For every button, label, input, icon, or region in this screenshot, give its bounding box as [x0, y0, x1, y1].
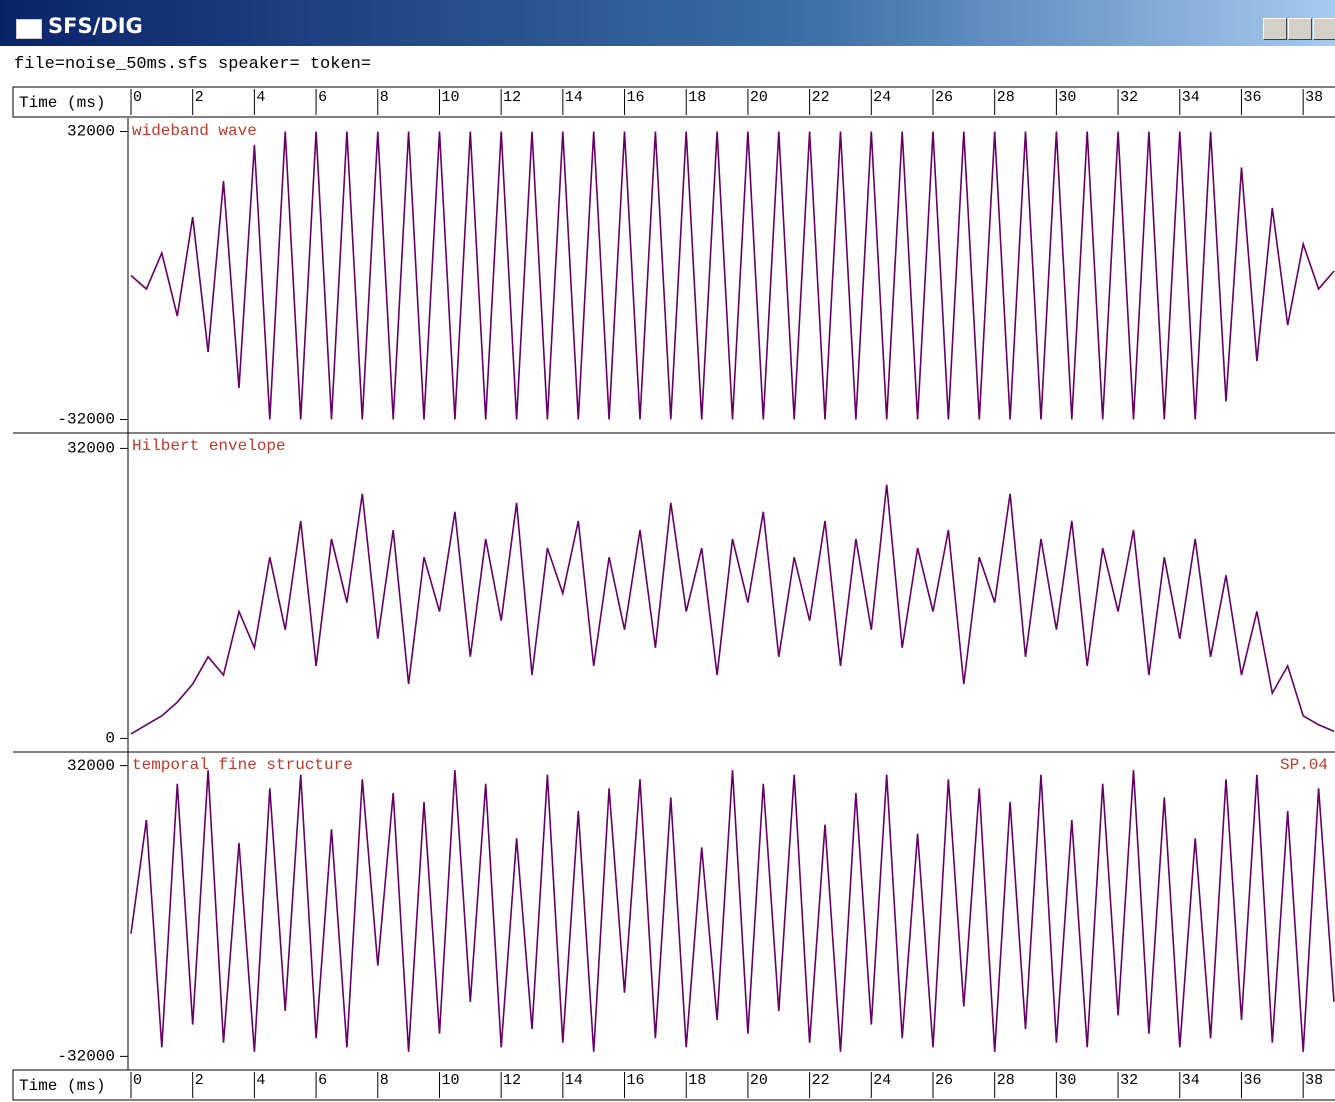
x-tick-label: 22: [812, 1072, 830, 1089]
panel-title: temporal fine structure: [132, 756, 353, 774]
window-title: SFS/DIG: [48, 14, 143, 38]
panel-annotation: SP.04: [1280, 756, 1328, 774]
x-tick-label: 18: [688, 89, 706, 106]
file-info: file=noise_50ms.sfs speaker= token=: [14, 55, 372, 74]
x-tick-label: 12: [503, 89, 521, 106]
y-tick-label: 32000: [67, 757, 115, 775]
x-tick-label: 32: [1120, 89, 1138, 106]
x-tick-label: 0: [133, 1072, 142, 1089]
x-tick-label: 8: [380, 1072, 389, 1089]
x-tick-label: 32: [1120, 1072, 1138, 1089]
x-tick-label: 36: [1243, 89, 1261, 106]
waveform: [130, 484, 1335, 735]
x-tick-label: 12: [503, 1072, 521, 1089]
x-tick-label: 26: [935, 1072, 953, 1089]
x-tick-label: 28: [997, 89, 1015, 106]
y-tick-label: 32000: [67, 123, 115, 141]
x-tick-label: 30: [1058, 1072, 1076, 1089]
panel-title: Hilbert envelope: [132, 437, 286, 455]
x-tick-label: 4: [256, 1072, 265, 1089]
minimize-button[interactable]: [1263, 18, 1287, 40]
x-tick-label: 16: [627, 89, 645, 106]
x-tick-label: 2: [195, 89, 204, 106]
close-button[interactable]: [1313, 18, 1335, 40]
x-tick-label: 0: [133, 89, 142, 106]
x-tick-label: 28: [997, 1072, 1015, 1089]
y-tick-label: 0: [105, 730, 115, 748]
time-ruler: [12, 86, 1335, 118]
x-tick-label: 6: [318, 89, 327, 106]
x-tick-label: 26: [935, 89, 953, 106]
x-tick-label: 22: [812, 89, 830, 106]
x-tick-label: 8: [380, 89, 389, 106]
x-tick-label: 30: [1058, 89, 1076, 106]
y-tick-label: -32000: [57, 1048, 115, 1066]
time-axis-label: Time (ms): [19, 1077, 105, 1095]
x-tick-label: 18: [688, 1072, 706, 1089]
x-tick-label: 24: [873, 1072, 891, 1089]
window-icon: [16, 19, 42, 39]
title-bar: SFS/DIG: [0, 0, 1335, 46]
x-tick-label: 2: [195, 1072, 204, 1089]
x-tick-label: 34: [1182, 89, 1200, 106]
x-tick-label: 16: [627, 1072, 645, 1089]
waveform: [130, 770, 1335, 1052]
time-axis-label: Time (ms): [19, 94, 105, 112]
x-tick-label: 20: [750, 89, 768, 106]
x-tick-label: 10: [441, 89, 459, 106]
x-tick-label: 6: [318, 1072, 327, 1089]
x-tick-label: 4: [256, 89, 265, 106]
y-tick-label: 32000: [67, 440, 115, 458]
x-tick-label: 34: [1182, 1072, 1200, 1089]
x-tick-label: 20: [750, 1072, 768, 1089]
maximize-button[interactable]: [1288, 18, 1312, 40]
x-tick-label: 14: [565, 89, 583, 106]
x-tick-label: 36: [1243, 1072, 1261, 1089]
x-tick-label: 38: [1305, 89, 1323, 106]
x-tick-label: 24: [873, 89, 891, 106]
waveform: [130, 131, 1335, 420]
x-tick-label: 38: [1305, 1072, 1323, 1089]
panel-title: wideband wave: [132, 122, 257, 140]
x-tick-label: 10: [441, 1072, 459, 1089]
y-tick-label: -32000: [57, 411, 115, 429]
x-tick-label: 14: [565, 1072, 583, 1089]
